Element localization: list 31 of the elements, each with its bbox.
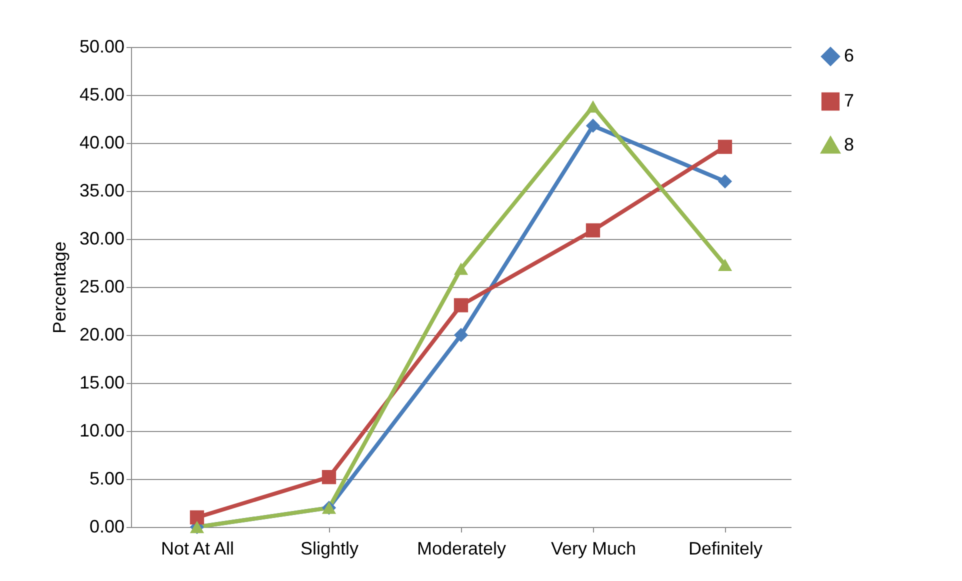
- y-tick-label: 50.00: [79, 36, 124, 56]
- point: [454, 328, 468, 342]
- point: [454, 298, 468, 312]
- point: [586, 223, 600, 238]
- point: [190, 510, 204, 524]
- y-tick-label: 30.00: [79, 228, 124, 248]
- point: [718, 140, 732, 154]
- x-tick-label: Moderately: [416, 538, 506, 558]
- point: [586, 118, 600, 133]
- x-tick-label: Not At All: [160, 538, 234, 558]
- y-tick-label: 5.00: [89, 468, 124, 488]
- y-tick-label: 15.00: [79, 372, 124, 392]
- legend-label: 7: [844, 90, 854, 110]
- x-tick-label: Very Much: [550, 538, 636, 558]
- y-tick-label: 45.00: [79, 84, 124, 104]
- x-tick-label: Definitely: [688, 538, 763, 558]
- y-tick-label: 20.00: [79, 324, 124, 344]
- x-tick-label: Slightly: [300, 538, 359, 558]
- y-tick-label: 10.00: [79, 420, 124, 440]
- legend-label: 8: [844, 134, 854, 154]
- y-tick-label: 25.00: [79, 276, 124, 296]
- y-tick-label: 40.00: [79, 132, 124, 152]
- point: [322, 470, 336, 484]
- y-axis-title: Percentage: [49, 241, 70, 334]
- y-tick-label: 35.00: [79, 180, 124, 200]
- legend-label: 6: [844, 46, 854, 66]
- point: [718, 258, 732, 272]
- point: [718, 174, 732, 188]
- y-tick-label: 0.00: [89, 516, 124, 536]
- point: [454, 262, 468, 275]
- point: [586, 100, 600, 113]
